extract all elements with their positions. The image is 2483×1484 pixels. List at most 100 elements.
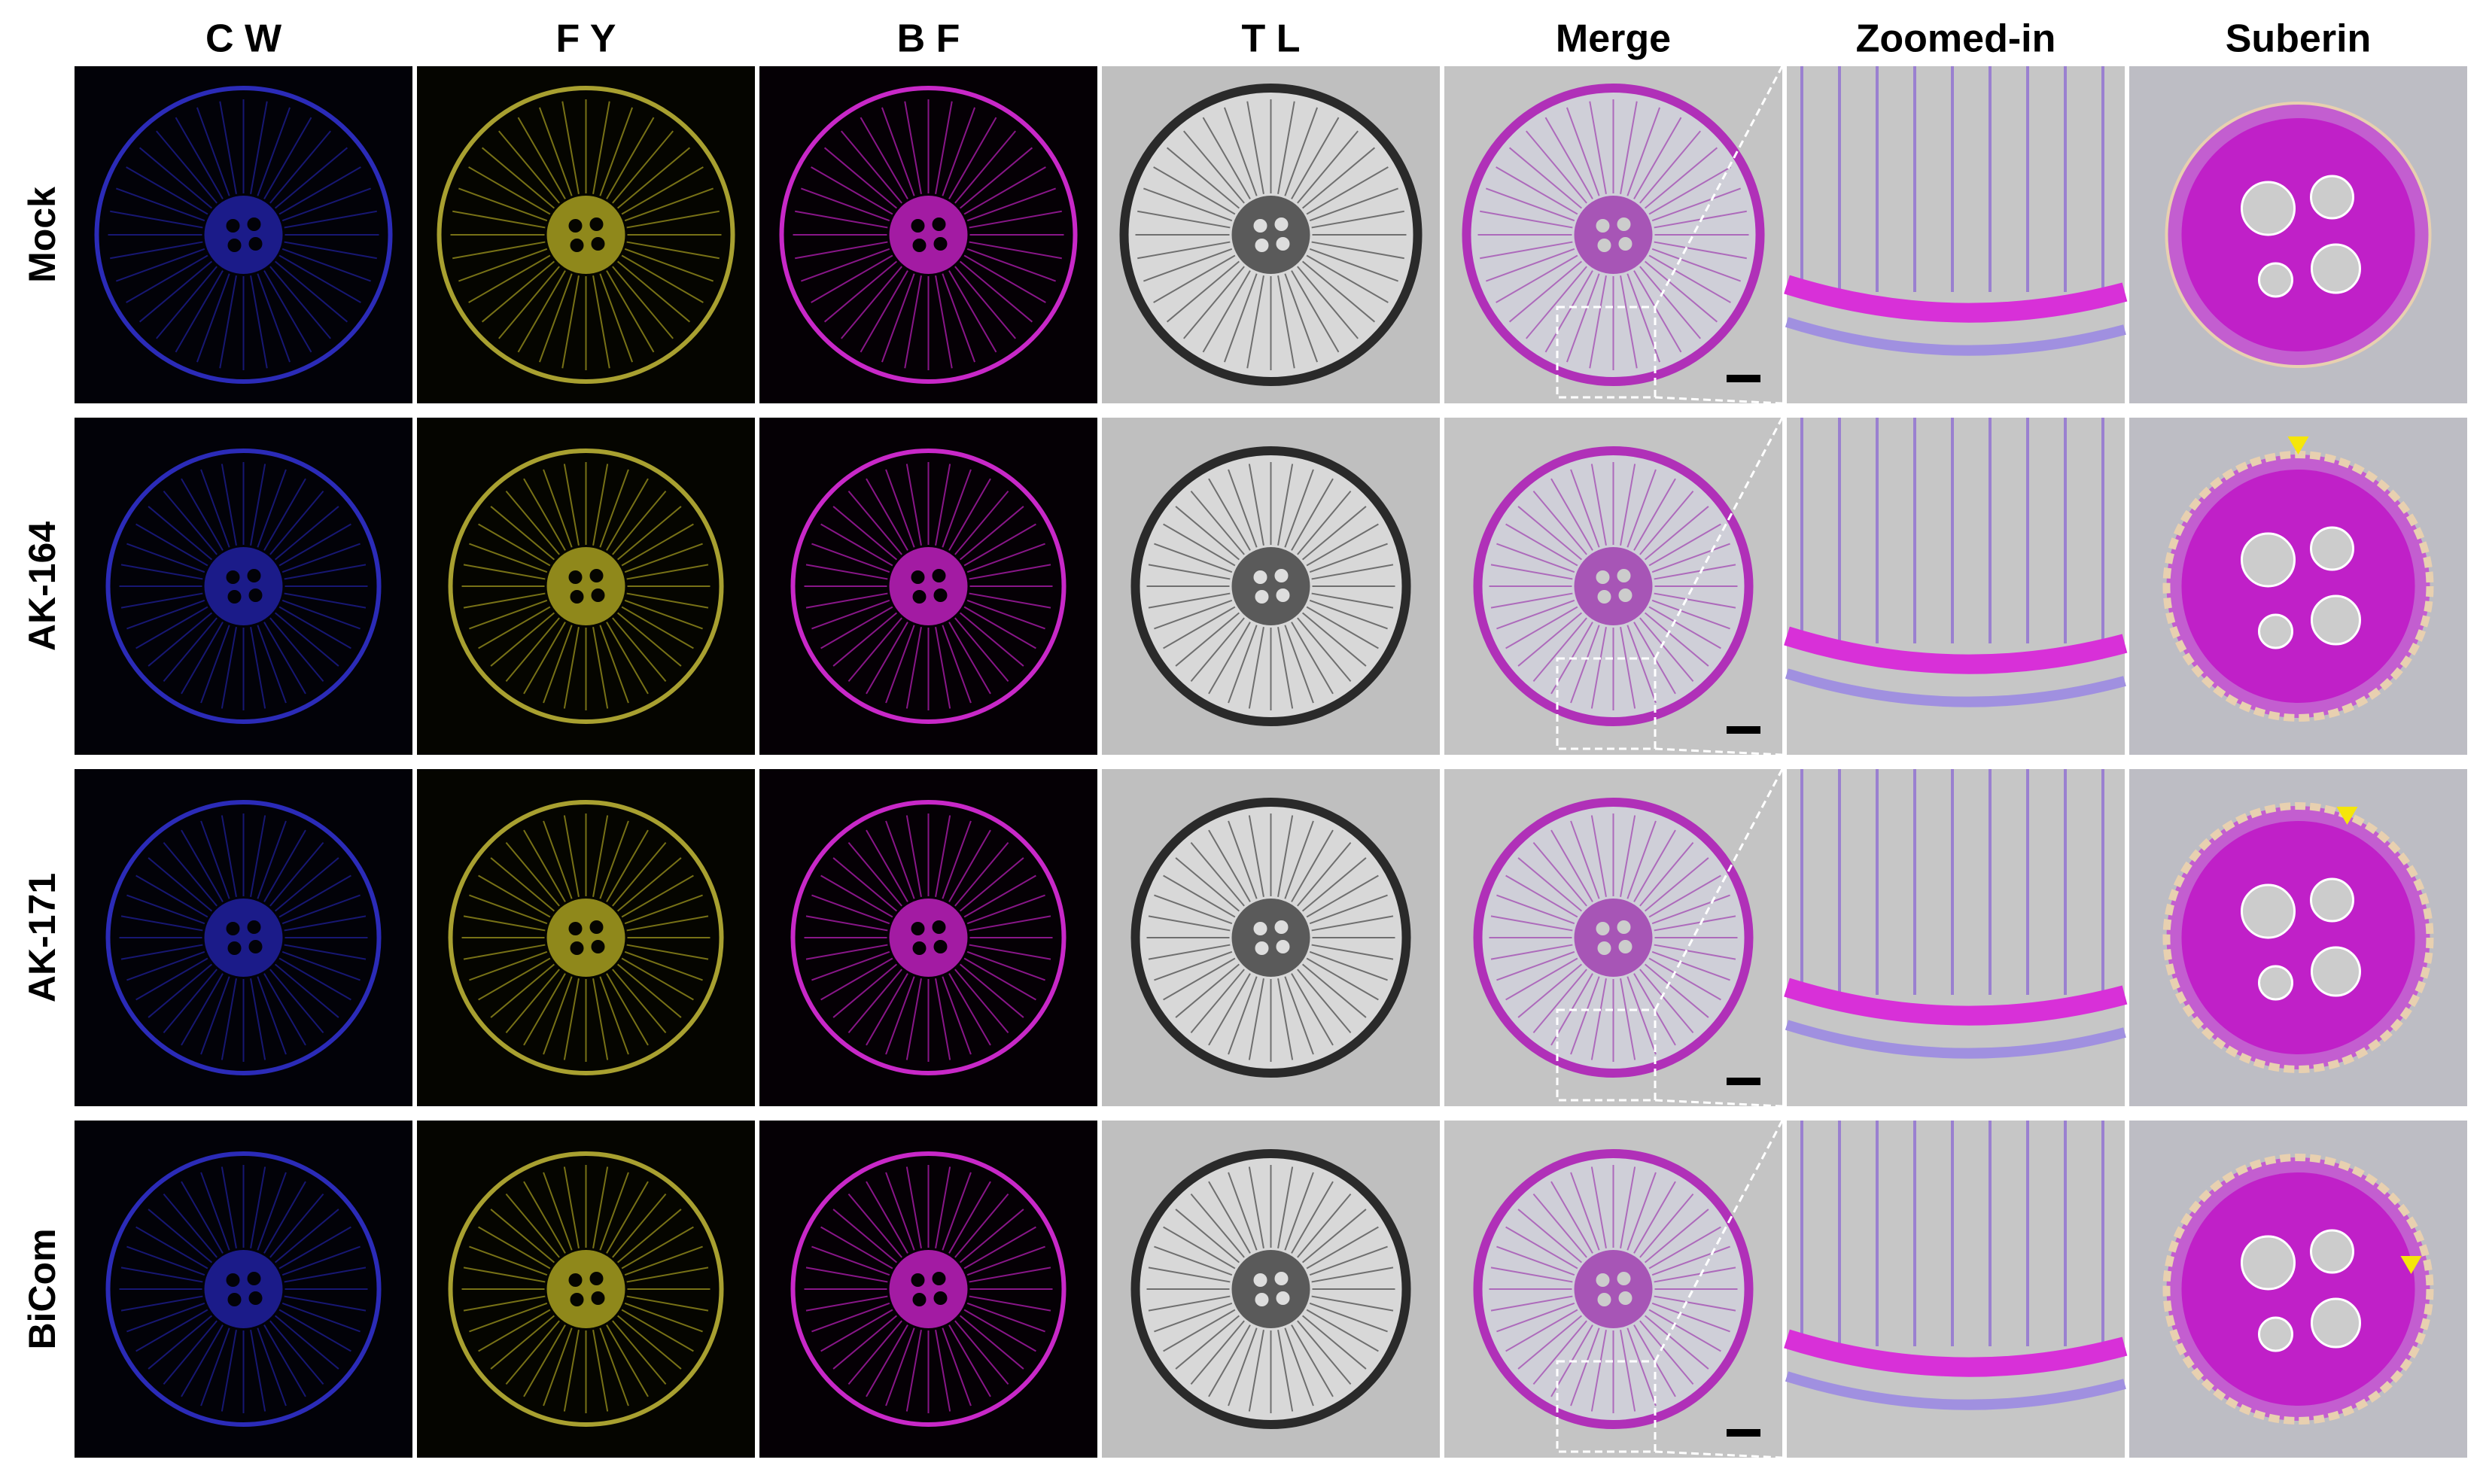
cortex-cell-wall	[120, 564, 203, 580]
cortex-cell-wall	[954, 266, 1016, 339]
cortex-cell-wall	[463, 915, 546, 932]
cortex-cell-wall	[1311, 1295, 1394, 1312]
xylem-vessel	[1618, 1291, 1633, 1305]
cortex-cell-wall	[284, 564, 367, 580]
cortex-cell-wall	[954, 617, 1009, 683]
cortex-cell-wall	[969, 241, 1062, 260]
cortex-cell-wall	[1626, 820, 1657, 899]
cortex-cell-wall	[284, 944, 367, 960]
xylem-vessel	[911, 219, 925, 233]
cortex-cell-wall	[257, 976, 287, 1055]
cortex-cell-wall	[1291, 117, 1340, 199]
cortex-cell-wall	[181, 478, 224, 551]
xylem-vessel	[932, 217, 946, 231]
cortex-cell-wall	[138, 147, 213, 209]
cortex-cell-wall	[200, 1327, 230, 1406]
xylem-vessel	[589, 217, 604, 231]
cortex-cell-wall	[126, 894, 205, 925]
cortex-cell-wall	[954, 490, 1009, 555]
cortex-cell-wall	[281, 599, 361, 630]
cortex-cell-wall	[948, 829, 991, 902]
image-panel	[1102, 1121, 1440, 1458]
cortex-cell-wall	[1309, 187, 1398, 222]
cortex-cell-wall	[1633, 478, 1676, 551]
cortex-cell-wall	[1223, 107, 1258, 196]
zoom-line	[1654, 1099, 1783, 1108]
root-outline	[790, 1151, 1067, 1427]
cortex-cell-wall	[505, 969, 560, 1034]
xylem-vessel	[1618, 237, 1633, 251]
cortex-cell-wall	[866, 622, 908, 695]
xylem-vessel	[589, 1272, 604, 1285]
xylem-vessel	[1597, 941, 1611, 955]
cortex-cell-wall	[269, 130, 331, 204]
xylem-vessel	[1274, 920, 1289, 934]
cortex-cell-wall	[1526, 130, 1587, 204]
cortex-cell-wall	[1301, 1315, 1367, 1370]
zoom-box	[1556, 657, 1657, 750]
cortex-cell-wall	[1496, 950, 1575, 981]
cortex-cell-wall	[1137, 241, 1231, 260]
cortex-cell-wall	[592, 101, 610, 195]
cortex-cell-wall	[1163, 1309, 1236, 1352]
cortex-cell-wall	[281, 187, 371, 222]
cortex-cell-wall	[284, 915, 367, 932]
cortex-cell-wall	[612, 841, 667, 907]
cortex-cell-wall	[126, 166, 208, 215]
cortex-cell-wall	[1153, 166, 1236, 215]
cortex-cell-wall	[1190, 617, 1245, 683]
cortex-cell-wall	[1550, 829, 1593, 902]
cortex-cell-wall	[1163, 606, 1236, 649]
cortex-cell-wall	[1480, 241, 1573, 260]
xylem-vessel	[933, 588, 948, 602]
cortex-cell-wall	[621, 606, 694, 649]
cortex-cell-wall	[458, 248, 548, 282]
column-header: Zoomed-in	[1856, 17, 2056, 61]
scale-bar	[1727, 1429, 1760, 1437]
cortex-cell-wall	[1208, 1324, 1251, 1397]
cortex-cell-wall	[1311, 915, 1394, 932]
cortex-cell-wall	[1496, 543, 1575, 573]
stele	[1574, 547, 1653, 625]
cortex-cell-wall	[196, 273, 230, 363]
xylem-vessel	[1617, 920, 1631, 934]
cortex-cell-wall	[1620, 815, 1636, 898]
cortex-cell-wall	[1590, 1329, 1607, 1412]
cortex-cell-wall	[278, 606, 351, 649]
cortex-cell-wall	[626, 241, 720, 260]
cortex-cell-wall	[1648, 254, 1731, 303]
image-panel	[2129, 66, 2467, 403]
stele	[546, 547, 625, 625]
cortex-cell-wall	[905, 464, 922, 546]
stele	[2181, 821, 2415, 1054]
cortex-cell-wall	[250, 1329, 266, 1412]
cortex-cell-wall	[1154, 543, 1233, 573]
xylem-vessel	[1253, 570, 1267, 584]
cortex-cell-wall	[948, 1324, 991, 1397]
cortex-cell-wall	[592, 275, 610, 369]
xylem-vessel	[568, 219, 583, 233]
cortex-cell-wall	[969, 1267, 1051, 1283]
cortex-cell-wall	[221, 978, 237, 1060]
cortex-cell-wall	[274, 1315, 339, 1370]
cortex-cell-wall	[250, 275, 268, 369]
cortex-cell-wall	[866, 478, 908, 551]
root-outline	[790, 800, 1067, 1075]
xylem-vessel	[1596, 1273, 1610, 1287]
cortex-cell-wall	[1163, 1226, 1236, 1270]
cortex-cell-wall	[1183, 130, 1245, 204]
xylem-vessel	[589, 569, 604, 582]
cortex-cell-wall	[1590, 815, 1607, 898]
cortex-cell-wall	[274, 963, 339, 1018]
cortex-cell-wall	[969, 210, 1062, 229]
cortex-cell-wall	[543, 469, 573, 548]
cortex-cell-wall	[811, 254, 893, 303]
cortex-cell-wall	[959, 612, 1024, 667]
xylem-vessel	[2258, 965, 2293, 1001]
scale-bar	[1727, 1078, 1760, 1085]
cortex-cell-wall	[942, 1172, 972, 1251]
cortex-cell-wall	[1490, 1267, 1573, 1283]
cortex-cell-wall	[626, 592, 709, 609]
cortex-cell-wall	[278, 166, 361, 215]
cortex-cell-wall	[281, 543, 361, 573]
